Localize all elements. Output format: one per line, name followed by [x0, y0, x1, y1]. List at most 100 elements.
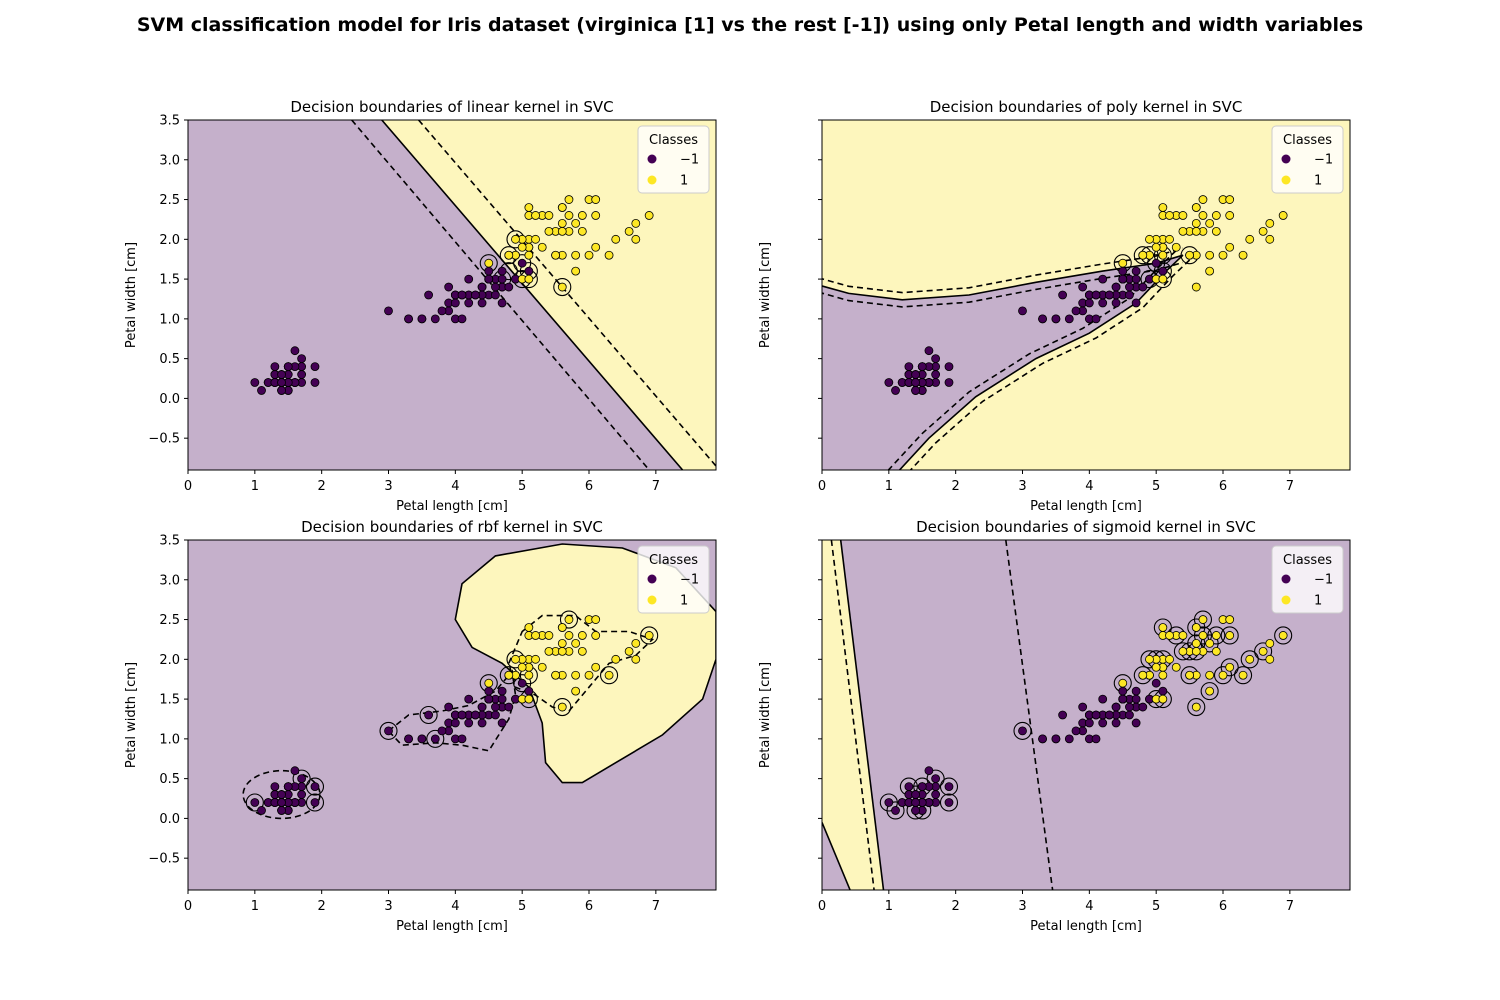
- axes-frame: [821, 119, 1351, 471]
- point-class-neg: [1071, 726, 1081, 736]
- point-class-neg: [464, 298, 474, 308]
- margin-upper: [417, 120, 716, 467]
- subplot-1: 0 1 2 3 4 5 6 7 −0.5 0.0 0.5 1.0 1.5 2.0 2.5 3.0 3.5 Deci…: [124, 98, 717, 514]
- subplot-title: Decision boundaries of rbf kernel in SVC: [301, 518, 603, 536]
- figure-title: SVM classification model for Iris datase…: [136, 14, 1364, 36]
- point-class-neg: [430, 734, 440, 744]
- y-axis-label: Petal width [cm]: [758, 662, 773, 768]
- point-class-neg: [1125, 282, 1134, 292]
- point-class-pos: [1158, 203, 1168, 212]
- point-class-neg: [911, 370, 920, 379]
- point-class-neg: [444, 702, 454, 712]
- point-class-pos: [504, 670, 514, 680]
- point-class-neg: [917, 782, 927, 791]
- x-tick-label: 0: [818, 479, 826, 494]
- point-class-neg: [911, 790, 920, 799]
- point-class-pos: [517, 242, 527, 252]
- point-class-neg: [250, 378, 260, 387]
- x-tick-label: 7: [1286, 899, 1294, 914]
- point-class-pos: [537, 242, 547, 252]
- point-class-neg: [1118, 274, 1128, 284]
- point-class-pos: [577, 646, 587, 656]
- point-class-neg: [1064, 734, 1074, 744]
- point-class-pos: [631, 234, 641, 244]
- support-vector: [1234, 666, 1253, 685]
- point-class-pos: [524, 623, 534, 632]
- point-class-pos: [1205, 250, 1215, 260]
- point-class-pos: [577, 631, 587, 640]
- point-class-neg: [1098, 298, 1108, 308]
- point-class-pos: [1258, 226, 1268, 236]
- point-class-neg: [884, 798, 894, 807]
- point-class-pos: [571, 219, 581, 228]
- point-class-pos: [1191, 282, 1201, 292]
- support-vector: [426, 729, 445, 748]
- y-tick-label: −0.5: [148, 852, 180, 867]
- x-tick-label: 5: [1152, 899, 1160, 914]
- support-vector: [600, 666, 619, 685]
- subplot-4: 0 1 2 3 4 5 6 7 Decision boundaries of sigmoid k…: [758, 518, 1351, 934]
- point-class-pos: [1151, 662, 1161, 672]
- margin-left: [830, 540, 875, 890]
- x-axis-label: Petal length [cm]: [396, 499, 508, 514]
- point-class-neg: [1091, 710, 1101, 720]
- point-class-pos: [591, 195, 601, 204]
- point-class-pos: [557, 226, 567, 236]
- x-tick-label: 6: [1219, 479, 1227, 494]
- point-class-pos: [1165, 234, 1174, 244]
- point-class-neg: [464, 274, 474, 284]
- point-class-neg: [457, 314, 467, 324]
- point-class-pos: [604, 670, 614, 680]
- decision-boundary: [839, 540, 885, 890]
- point-class-neg: [931, 790, 941, 799]
- point-class-pos: [1225, 615, 1235, 624]
- margin-lower: [822, 261, 1184, 308]
- legend-marker: [1281, 595, 1291, 605]
- axes-frame: [187, 539, 717, 891]
- point-class-pos: [544, 631, 554, 640]
- point-class-pos: [511, 654, 520, 664]
- point-class-pos: [1191, 203, 1201, 212]
- legend-marker: [647, 175, 657, 185]
- point-class-neg: [1058, 290, 1068, 300]
- point-class-pos: [1191, 702, 1201, 712]
- point-class-neg: [1084, 718, 1094, 728]
- point-class-pos: [1245, 654, 1255, 664]
- x-tick-label: 5: [518, 479, 526, 494]
- point-class-neg: [283, 782, 293, 791]
- point-class-neg: [1091, 734, 1101, 744]
- y-tick-label: −0.5: [148, 432, 180, 447]
- point-class-pos: [1198, 195, 1208, 204]
- point-class-pos: [511, 234, 520, 244]
- axes-frame: [187, 119, 717, 471]
- x-tick-label: 4: [451, 479, 459, 494]
- point-class-pos: [557, 282, 567, 292]
- legend-label: −1: [1314, 153, 1333, 168]
- x-tick-label: 3: [384, 899, 392, 914]
- subplot-title: Decision boundaries of sigmoid kernel in…: [916, 518, 1256, 536]
- point-class-neg: [1038, 314, 1047, 324]
- decision-boundary-lower: [822, 822, 851, 890]
- legend-label: −1: [680, 153, 699, 168]
- point-class-pos: [1178, 631, 1188, 640]
- x-tick-label: 1: [885, 899, 893, 914]
- point-class-neg: [1064, 314, 1074, 324]
- point-class-pos: [631, 639, 641, 648]
- subplot-3: 0 1 2 3 4 5 6 7 −0.5 0.0 0.5 1.0 1.5 2.0 2.5 3.0 3.5 Deci…: [124, 518, 717, 934]
- point-class-pos: [1211, 646, 1221, 656]
- point-class-neg: [1118, 266, 1128, 276]
- point-class-neg: [884, 378, 894, 387]
- point-class-pos: [524, 670, 534, 680]
- point-class-pos: [571, 639, 581, 648]
- y-tick-label: 0.0: [159, 812, 180, 827]
- y-axis-label: Petal width [cm]: [758, 242, 773, 348]
- point-class-pos: [551, 250, 560, 260]
- legend: Classes −1 1: [637, 125, 710, 194]
- point-class-pos: [1225, 242, 1235, 252]
- point-class-neg: [277, 370, 286, 379]
- point-class-neg: [1111, 298, 1121, 308]
- point-class-pos: [1211, 631, 1221, 640]
- point-class-pos: [631, 219, 641, 228]
- support-vector: [1240, 650, 1259, 669]
- point-class-pos: [1265, 219, 1275, 228]
